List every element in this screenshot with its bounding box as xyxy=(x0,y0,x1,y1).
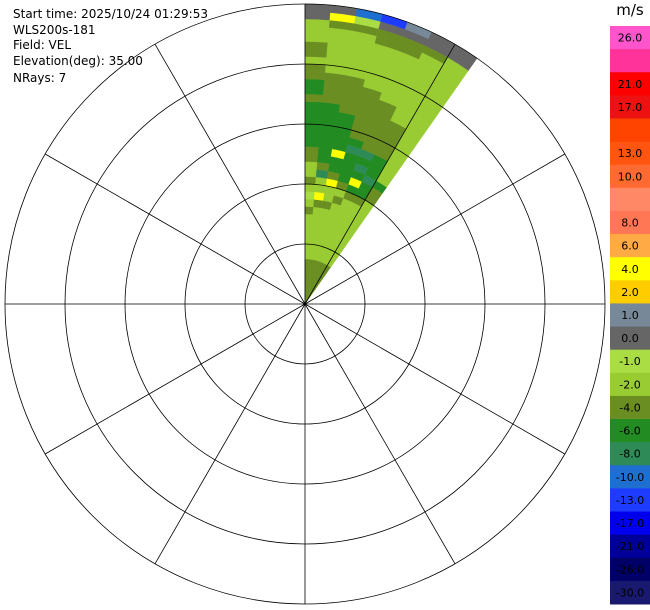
colorbar-cell xyxy=(610,49,650,73)
colorbar-unit: m/s xyxy=(616,1,644,19)
colorbar-tick-label: -30.0 xyxy=(616,586,644,599)
colorbar-cell xyxy=(610,465,650,489)
info-field: Field: VEL xyxy=(13,38,72,52)
colorbar-tick-label: 26.0 xyxy=(618,32,643,45)
colorbar-tick-label: 17.0 xyxy=(618,101,643,114)
colorbar-tick-label: 13.0 xyxy=(618,147,643,160)
azimuth-spoke xyxy=(44,303,306,455)
info-elevation: Elevation(deg): 35.00 xyxy=(13,54,143,68)
colorbar-cell xyxy=(610,95,650,119)
info-nrays: NRays: 7 xyxy=(13,71,67,85)
colorbar-tick-label: -8.0 xyxy=(619,448,640,461)
range-grid xyxy=(4,3,606,605)
colorbar-cell xyxy=(610,303,650,328)
colorbar-tick-label: -13.0 xyxy=(616,494,644,507)
colorbar-cell xyxy=(610,26,650,50)
colorbar-cell xyxy=(610,372,650,397)
info-station: WLS200s-181 xyxy=(13,23,96,37)
colorbar-tick-label: 21.0 xyxy=(618,78,643,91)
colorbar-tick-label: 4.0 xyxy=(621,263,639,276)
colorbar-cell xyxy=(610,72,650,96)
colorbar-tick-label: 0.0 xyxy=(621,332,639,345)
colorbar-cell xyxy=(610,534,650,559)
colorbar-cell xyxy=(610,210,650,235)
colorbar-cell xyxy=(610,164,650,189)
colorbar-cell xyxy=(610,118,650,143)
azimuth-spoke xyxy=(154,303,306,564)
colorbar-tick-label: 1.0 xyxy=(621,309,639,322)
colorbar-tick-label: -6.0 xyxy=(619,425,640,438)
colorbar-cell xyxy=(610,234,650,258)
colorbar-tick-label: 6.0 xyxy=(621,240,639,253)
colorbar-cell xyxy=(610,326,650,351)
colorbar-tick-label: -4.0 xyxy=(619,401,640,414)
colorbar-tick-label: 8.0 xyxy=(621,217,639,230)
colorbar-cell xyxy=(610,280,650,304)
colorbar-tick-label: -17.0 xyxy=(616,517,644,530)
colorbar-tick-label: -21.0 xyxy=(616,540,644,553)
colorbar-cell xyxy=(610,187,650,212)
azimuth-spoke xyxy=(304,153,565,305)
colorbar-tick-label: -2.0 xyxy=(619,378,640,391)
colorbar-cell xyxy=(610,419,650,443)
azimuth-spoke xyxy=(154,43,306,305)
colorbar-tick-label: -10.0 xyxy=(616,471,644,484)
colorbar-cell xyxy=(610,511,650,536)
info-start-time: Start time: 2025/10/24 01:29:53 xyxy=(13,7,208,21)
colorbar-cell xyxy=(610,442,650,466)
velocity-gates xyxy=(304,3,478,305)
colorbar-tick-label: 10.0 xyxy=(618,170,643,183)
azimuth-spoke xyxy=(304,303,456,564)
colorbar-cell xyxy=(610,257,650,281)
azimuth-spoke xyxy=(304,43,456,305)
colorbar-cell xyxy=(610,488,650,513)
colorbar-cell xyxy=(610,395,650,420)
azimuth-spoke xyxy=(304,303,565,455)
colorbar-cell xyxy=(610,349,650,374)
azimuth-spoke xyxy=(44,153,306,305)
colorbar-tick-label: -1.0 xyxy=(619,355,640,368)
colorbar-cell xyxy=(610,141,650,166)
colorbar-cell xyxy=(610,557,650,582)
colorbar-tick-label: -26.0 xyxy=(616,563,644,576)
colorbar-cell xyxy=(610,580,650,605)
colorbar-tick-label: 2.0 xyxy=(621,286,639,299)
